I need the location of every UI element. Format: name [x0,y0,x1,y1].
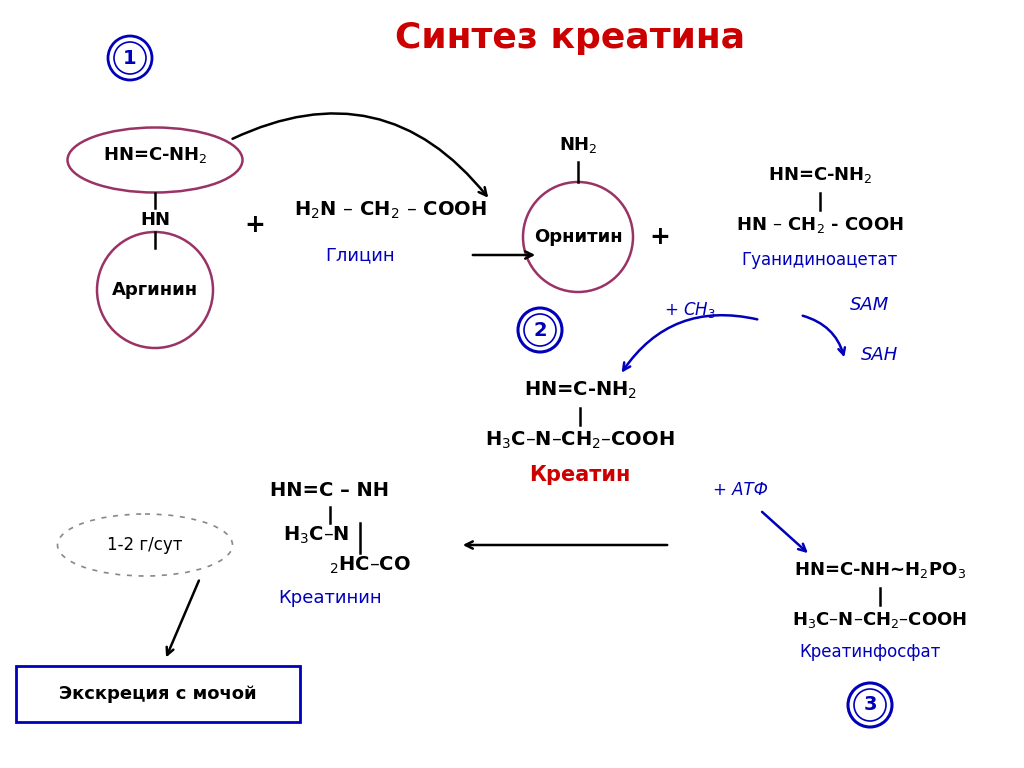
Text: + АТФ: + АТФ [713,481,767,499]
Text: +: + [649,225,671,249]
Text: HN – CH$_2$ - COOH: HN – CH$_2$ - COOH [736,215,904,235]
Text: HN=C-NH$_2$: HN=C-NH$_2$ [102,145,207,165]
Text: SAH: SAH [861,346,899,364]
Text: Глицин: Глицин [326,246,395,264]
Text: H$_3$C–N–CH$_2$–COOH: H$_3$C–N–CH$_2$–COOH [793,610,968,630]
Text: 2: 2 [534,320,547,339]
Text: Гуанидиноацетат: Гуанидиноацетат [741,251,898,269]
Text: H$_3$C–N–CH$_2$–COOH: H$_3$C–N–CH$_2$–COOH [485,429,675,451]
Text: SAM: SAM [850,296,890,314]
Text: HN=C-NH~H$_2$PO$_3$: HN=C-NH~H$_2$PO$_3$ [794,560,966,580]
Text: Креатинин: Креатинин [279,589,382,607]
Text: HN=C-NH$_2$: HN=C-NH$_2$ [523,379,637,401]
Text: HN=C-NH$_2$: HN=C-NH$_2$ [768,165,872,185]
Text: Креатинфосфат: Креатинфосфат [800,643,941,661]
Text: 1: 1 [123,48,137,68]
Text: 1-2 г/сут: 1-2 г/сут [108,536,182,554]
Text: $_2$HC–CO: $_2$HC–CO [329,554,411,576]
Text: +: + [245,213,265,237]
Text: HN: HN [140,211,170,229]
Text: Синтез креатина: Синтез креатина [395,21,745,55]
Text: 3: 3 [863,696,877,714]
Text: Орнитин: Орнитин [534,228,623,246]
Text: H$_3$C–N: H$_3$C–N [283,525,349,545]
Text: Экскреция с мочой: Экскреция с мочой [59,685,257,703]
Text: NH$_2$: NH$_2$ [559,135,597,155]
Text: Креатин: Креатин [529,465,631,485]
Text: H$_2$N – CH$_2$ – COOH: H$_2$N – CH$_2$ – COOH [294,200,486,220]
Text: Аргинин: Аргинин [112,281,198,299]
Text: + $CH_3$: + $CH_3$ [665,300,716,320]
Text: HN=C – NH: HN=C – NH [270,481,389,499]
